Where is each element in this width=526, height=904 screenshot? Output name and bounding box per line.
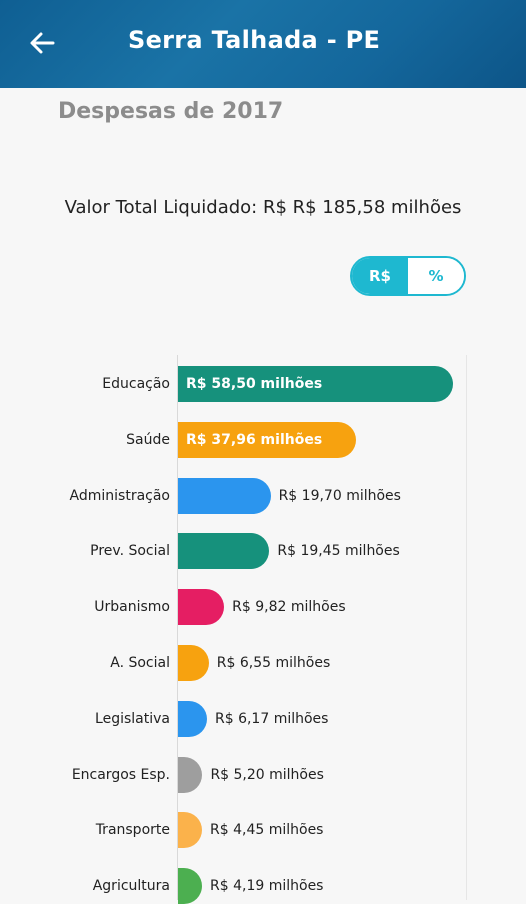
bar-value-label: R$ 9,82 milhões bbox=[232, 599, 346, 616]
app-bar: Serra Talhada - PE bbox=[0, 0, 526, 88]
chart-bar[interactable] bbox=[178, 756, 203, 793]
chart-axis-line bbox=[177, 355, 178, 900]
category-label: Legislativa bbox=[95, 710, 170, 727]
chart-bar[interactable] bbox=[178, 868, 202, 904]
page-title: Serra Talhada - PE bbox=[128, 26, 381, 54]
bar-value-label: R$ 58,50 milhões bbox=[186, 376, 323, 392]
chart-row: Legislativa R$ 6,17 milhões bbox=[0, 700, 526, 737]
category-label: Prev. Social bbox=[90, 543, 170, 560]
chart-row: A. Social R$ 6,55 milhões bbox=[0, 645, 526, 681]
chart-row: Saúde R$ 37,96 milhões bbox=[0, 421, 526, 458]
category-label: Administração bbox=[69, 487, 170, 504]
chart-bar[interactable] bbox=[178, 421, 357, 458]
chart-row: Transporte R$ 4,45 milhões bbox=[0, 812, 526, 849]
category-label: A. Social bbox=[110, 655, 170, 671]
chart-row: Agricultura R$ 4,19 milhões bbox=[0, 868, 526, 904]
bar-value-label: R$ 5,20 milhões bbox=[210, 766, 324, 783]
category-label: Saúde bbox=[126, 431, 170, 448]
bar-value-label: R$ 19,45 milhões bbox=[277, 543, 400, 560]
chart-bar[interactable] bbox=[178, 533, 270, 570]
section-subtitle: Despesas de 2017 bbox=[58, 99, 284, 124]
category-label: Transporte bbox=[95, 822, 170, 839]
chart-row: Prev. Social R$ 19,45 milhões bbox=[0, 533, 526, 570]
chart-row: Urbanismo R$ 9,82 milhões bbox=[0, 589, 526, 626]
toggle-option-percent[interactable]: % bbox=[408, 258, 464, 294]
toggle-option-currency[interactable]: R$ bbox=[352, 258, 408, 294]
chart-right-border bbox=[466, 355, 467, 900]
category-label: Agricultura bbox=[92, 878, 170, 895]
total-value-label: Valor Total Liquidado: R$ R$ 185,58 milh… bbox=[64, 197, 462, 218]
bar-value-label: R$ 4,19 milhões bbox=[210, 878, 324, 895]
chart-row: Encargos Esp. R$ 5,20 milhões bbox=[0, 756, 526, 793]
chart-bar[interactable] bbox=[178, 812, 202, 849]
bar-value-label: R$ 6,55 milhões bbox=[216, 655, 331, 671]
chart-bar[interactable] bbox=[178, 589, 225, 626]
bar-value-label: R$ 37,96 milhões bbox=[186, 431, 323, 448]
currency-percent-toggle[interactable]: R$ % bbox=[350, 256, 466, 296]
chart-bar[interactable] bbox=[178, 477, 271, 514]
chart-bar[interactable] bbox=[178, 700, 207, 737]
arrow-left-icon[interactable] bbox=[26, 27, 58, 59]
bar-value-label: R$ 4,45 milhões bbox=[210, 822, 324, 839]
category-label: Educação bbox=[102, 376, 170, 392]
chart-bar[interactable] bbox=[178, 366, 453, 402]
category-label: Encargos Esp. bbox=[71, 766, 170, 783]
category-label: Urbanismo bbox=[94, 599, 170, 616]
chart-row: Educação R$ 58,50 milhões bbox=[0, 366, 526, 402]
bar-value-label: R$ 19,70 milhões bbox=[278, 487, 401, 504]
chart-row: Administração R$ 19,70 milhões bbox=[0, 477, 526, 514]
bar-value-label: R$ 6,17 milhões bbox=[214, 710, 329, 727]
chart-bar[interactable] bbox=[178, 645, 209, 681]
